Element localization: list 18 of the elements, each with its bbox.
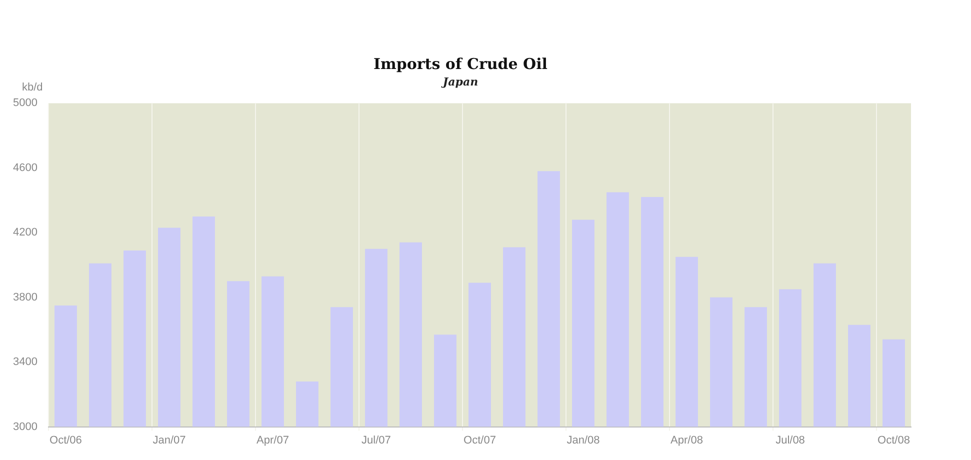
x-tick-label: Apr/08 (670, 434, 703, 446)
y-tick-label: 5000 (12, 97, 38, 110)
x-tick-label: Oct/07 (464, 434, 496, 446)
chart-title: Imports of Crude Oil (373, 54, 548, 73)
y-tick-label: 3000 (12, 420, 38, 433)
x-tick-label: Oct/06 (50, 434, 82, 446)
y-tick-label: 4600 (12, 162, 38, 174)
y-tick-label: 3400 (12, 356, 38, 368)
y-tick-label: 4200 (12, 226, 38, 239)
y-tick-label: 3800 (12, 291, 38, 304)
x-tick-label: Jul/08 (776, 434, 805, 446)
x-tick-label: Apr/07 (256, 434, 289, 446)
x-tick-label: Oct/08 (878, 434, 910, 446)
x-tick-label: Jan/08 (566, 434, 600, 446)
y-axis-title: kb/d (22, 82, 43, 94)
x-tick-label: Jan/07 (152, 434, 186, 446)
x-tick-label: Jul/07 (362, 434, 391, 446)
chart-subtitle: Japan (440, 75, 478, 88)
